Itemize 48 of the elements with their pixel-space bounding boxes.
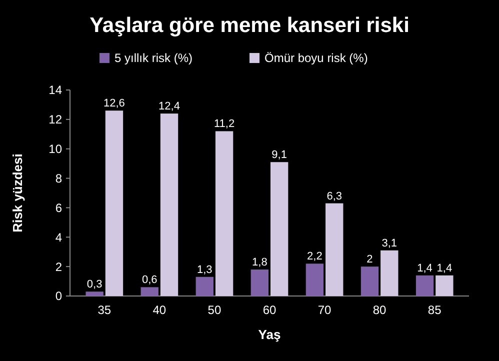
- bar: [140, 287, 158, 296]
- y-axis-title: Risk yüzdesi: [10, 154, 25, 232]
- y-tick-label: 14: [48, 83, 62, 98]
- bar: [380, 250, 398, 296]
- data-label: 0,6: [142, 274, 158, 286]
- y-tick-label: 6: [55, 200, 62, 215]
- bar: [360, 266, 379, 296]
- data-label: 9,1: [272, 149, 287, 162]
- data-label: 1,4: [436, 262, 452, 274]
- data-label: 1,4: [417, 262, 432, 274]
- x-tick-label: 80: [372, 303, 387, 317]
- data-label: 1,3: [196, 264, 212, 276]
- data-label: 3,1: [382, 237, 398, 250]
- bar: [215, 131, 234, 296]
- x-tick-label: 85: [428, 303, 442, 317]
- x-tick-label: 40: [152, 303, 166, 317]
- chart-title: Yaşlara göre meme kanseri riski: [90, 14, 410, 37]
- data-label: 2: [366, 254, 373, 266]
- data-label: 11,2: [214, 118, 235, 130]
- data-label: 12,4: [158, 100, 180, 113]
- y-tick-label: 12: [48, 112, 62, 127]
- x-axis-title: Yaş: [258, 327, 281, 342]
- bar: [270, 162, 288, 296]
- x-tick-label: 35: [98, 303, 112, 317]
- bar: [436, 275, 454, 296]
- y-tick-label: 10: [48, 142, 62, 156]
- bar: [105, 110, 124, 296]
- bar: [196, 276, 214, 296]
- data-label: 6,3: [326, 190, 342, 202]
- data-label: 0,3: [86, 278, 102, 291]
- y-tick-label: 2: [55, 260, 62, 274]
- bar: [306, 264, 324, 296]
- bar: [416, 275, 434, 296]
- legend-label: 5 yıllık risk (%): [114, 51, 193, 65]
- x-tick-label: 60: [262, 303, 276, 317]
- bar: [86, 292, 104, 296]
- legend-label: Ömür boyu risk (%): [264, 51, 368, 65]
- y-tick-label: 4: [55, 230, 62, 244]
- data-label: 12,6: [104, 98, 125, 110]
- data-label: 2,2: [307, 250, 322, 263]
- bar: [326, 203, 344, 296]
- data-label: 1,8: [252, 256, 268, 269]
- y-tick-label: 0: [55, 289, 62, 304]
- bar: [250, 270, 269, 296]
- y-tick-label: 8: [55, 171, 62, 186]
- bar: [160, 114, 178, 296]
- x-tick-label: 70: [318, 303, 332, 317]
- x-tick-label: 50: [208, 303, 222, 317]
